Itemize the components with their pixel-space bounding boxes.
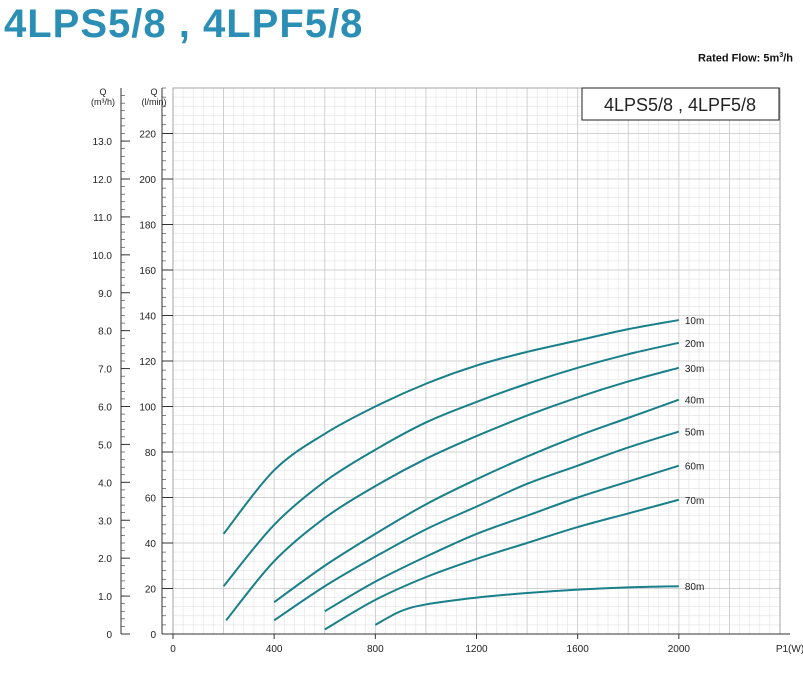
y-axis-outer-label: Q (99, 87, 106, 97)
axes (120, 87, 790, 639)
curve-20m (222, 341, 680, 587)
curve-label-70m: 70m (685, 496, 704, 507)
y-tick-label-inner: 40 (145, 539, 157, 550)
legend-box-title: 4LPS5/8 , 4LPF5/8 (604, 95, 756, 115)
y-tick-label-outer: 2.0 (98, 554, 112, 565)
y-tick-label-inner: 0 (150, 630, 156, 641)
curve-label-80m: 80m (685, 582, 704, 593)
y-tick-label-outer: 11.0 (93, 213, 112, 224)
y-tick-label-inner: 80 (145, 448, 157, 459)
legend-box: 4LPS5/8 , 4LPF5/8 (581, 87, 780, 121)
curve-label-20m: 20m (685, 339, 704, 350)
curve-label-50m: 50m (685, 428, 704, 439)
y-axis-inner-unit: (l/min) (142, 97, 167, 107)
y-tick-label-outer: 5.0 (98, 440, 112, 451)
y-tick-label-inner: 140 (139, 312, 156, 323)
curve-60m (324, 464, 680, 613)
y-tick-label-outer: 13.0 (93, 137, 113, 148)
y-tick-label-inner: 120 (139, 357, 156, 368)
y-tick-label-inner: 60 (145, 494, 157, 505)
curve-10m (222, 319, 680, 535)
x-tick-label: 400 (266, 644, 283, 655)
y-tick-label-outer: 1.0 (98, 592, 112, 603)
curve-80m (374, 585, 679, 626)
rated-flow-label: Rated Flow: 5m3/h (698, 52, 793, 65)
curve-label-40m: 40m (685, 396, 704, 407)
x-tick-label: 1200 (465, 644, 488, 655)
legend-box-frame (581, 87, 780, 121)
y-tick-label-outer: 7.0 (98, 365, 112, 376)
y-tick-label-outer: 10.0 (93, 251, 113, 262)
y-tick-label-inner: 220 (139, 130, 156, 141)
y-tick-label-outer: 0 (106, 630, 112, 641)
rated-flow-text: Rated Flow: 5m (698, 52, 780, 65)
curve-label-60m: 60m (685, 462, 704, 473)
page-title: 4LPS5/8 , 4LPF5/8 (4, 2, 364, 46)
curve-label-10m: 10m (685, 316, 704, 327)
y-tick-label-outer: 3.0 (98, 516, 112, 527)
y-tick-label-outer: 9.0 (98, 289, 112, 300)
curve-70m (324, 498, 680, 631)
y-tick-label-inner: 20 (145, 585, 157, 596)
y-tick-label-outer: 8.0 (98, 327, 112, 338)
x-tick-label: 1600 (567, 644, 590, 655)
y-tick-label-inner: 180 (139, 221, 156, 232)
y-tick-label-outer: 6.0 (98, 403, 112, 414)
rated-flow-unit: /h (783, 52, 793, 65)
y-tick-label-inner: 100 (139, 403, 156, 414)
curve-label-30m: 30m (685, 364, 704, 375)
x-axis-label: P1(W) (776, 644, 803, 655)
rated-flow-superscript: 3 (779, 52, 784, 59)
curve-50m (273, 430, 680, 622)
y-tick-label-inner: 200 (139, 175, 156, 186)
y-axis-inner-label: Q (150, 87, 157, 97)
y-tick-label-inner: 160 (139, 266, 156, 277)
curve-30m (225, 366, 680, 621)
y-tick-label-outer: 12.0 (93, 175, 113, 186)
curves (222, 319, 680, 631)
labels: 0 20 40 60 80 100 120 140 160 180 200 220 0 1.0 2.0 3.0… (91, 87, 803, 655)
curve-40m (273, 398, 680, 603)
y-axis-outer-unit: (m³/h) (91, 97, 115, 107)
x-tick-label: 0 (170, 644, 176, 655)
x-tick-label: 2000 (668, 644, 691, 655)
x-tick-label: 800 (367, 644, 384, 655)
y-tick-label-outer: 4.0 (98, 478, 112, 489)
